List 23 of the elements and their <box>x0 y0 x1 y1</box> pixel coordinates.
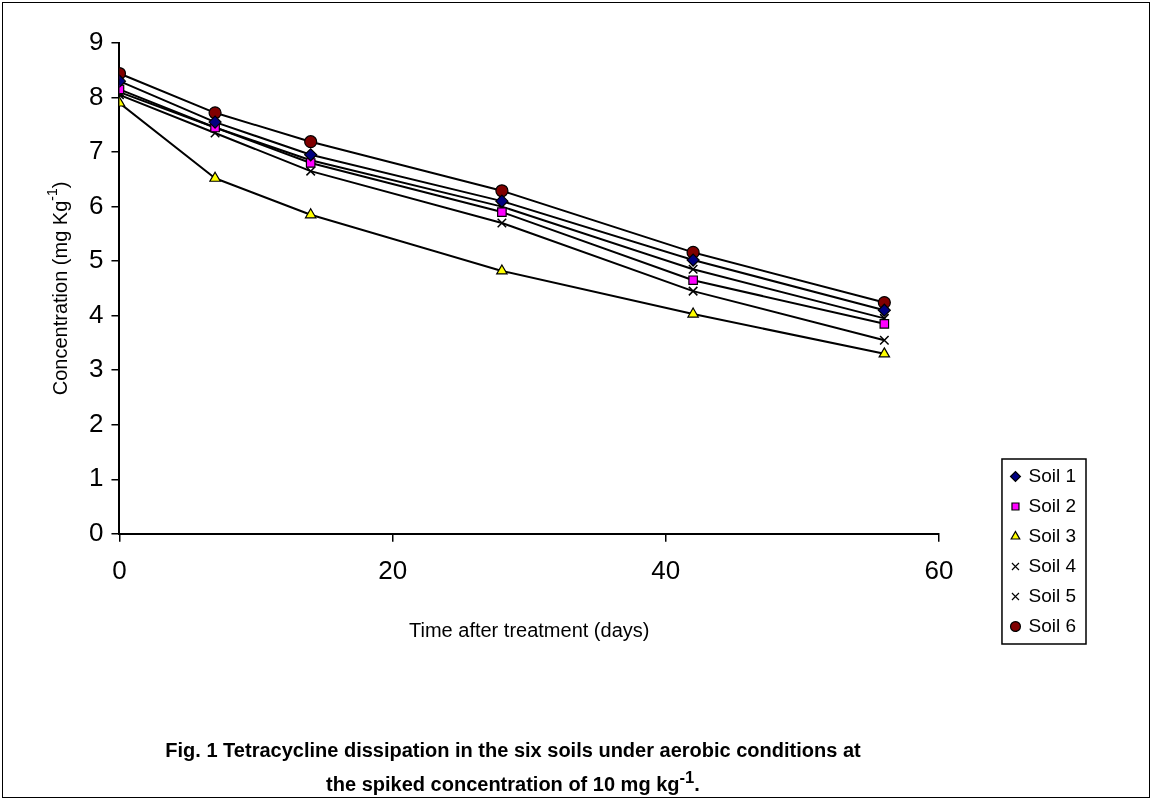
x-tick-label: 20 <box>378 554 408 585</box>
x-tick-label: 0 <box>112 554 127 585</box>
legend-label: Soil 3 <box>1028 524 1076 546</box>
legend-label: Soil 2 <box>1028 494 1076 516</box>
y-tick-label: 3 <box>88 353 104 384</box>
y-tick-label: 8 <box>88 80 104 111</box>
legend-label: Soil 5 <box>1028 584 1076 606</box>
caption: Fig. 1 Tetracycline dissipation in the six soils under aerobic conditions at the spiked concentration of 10 mg kg$^{-1}$. <box>164 738 862 797</box>
x-tick-label: 40 <box>651 554 681 585</box>
x-axis-title: Time after treatment (days) <box>408 618 650 641</box>
y-tick-label: 0 <box>88 516 104 547</box>
y-tick-label: 6 <box>88 189 104 220</box>
y-tick-label: 9 <box>88 26 104 57</box>
y-tick-label: 4 <box>88 298 104 329</box>
y-axis-title: Concentration (mg Kg-1) <box>43 181 71 396</box>
y-tick-label: 5 <box>88 244 104 275</box>
y-tick-label: 2 <box>88 407 104 438</box>
legend-label: Soil 6 <box>1028 614 1076 636</box>
y-tick-label: 1 <box>88 462 104 493</box>
legend-label: Soil 4 <box>1028 554 1077 576</box>
legend-label: Soil 1 <box>1028 464 1076 486</box>
y-tick-label: 7 <box>88 135 104 166</box>
x-tick-label: 60 <box>924 554 954 585</box>
